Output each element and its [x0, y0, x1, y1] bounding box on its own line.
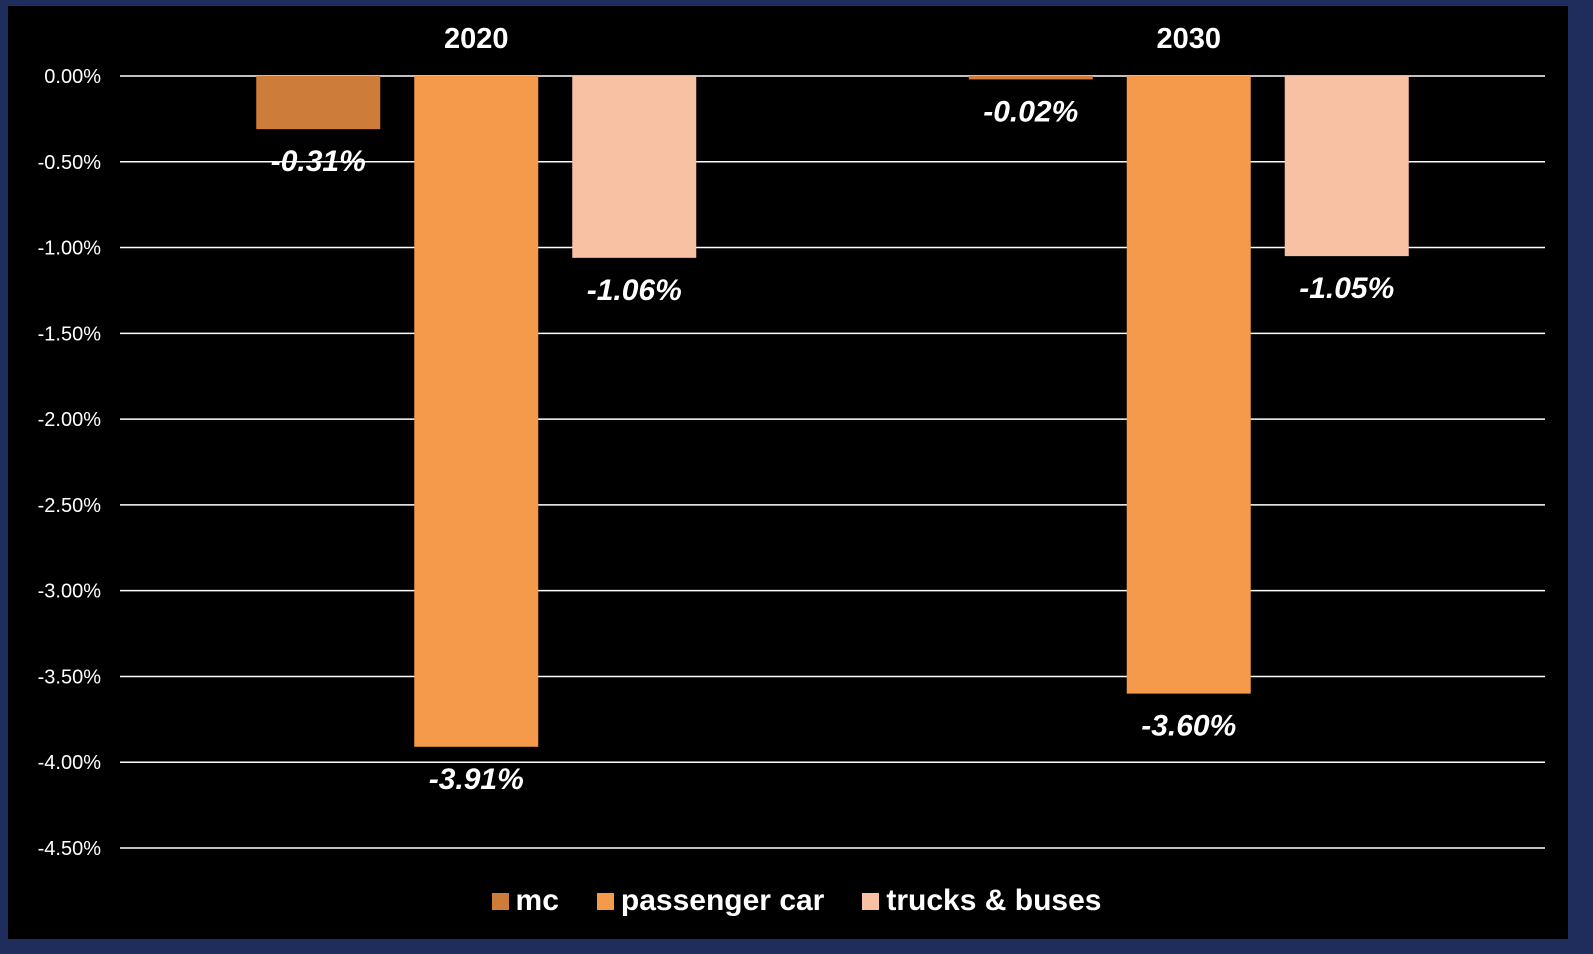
data-labels: -0.31% -3.91% -1.06% -0.02% -3.60% -1.05% [271, 95, 1395, 795]
bars [256, 76, 1409, 747]
legend-label: mc [515, 884, 559, 917]
y-tick-label: -4.50% [38, 838, 102, 860]
bar-mc-2020 [256, 76, 381, 130]
legend-item: trucks & buses [862, 884, 1101, 918]
gridlines [120, 75, 1545, 849]
y-tick-label: -2.00% [38, 409, 102, 431]
data-label: -1.05% [1299, 272, 1394, 305]
y-axis-ticks: 0.00% -0.50% -1.00% -1.50% -2.00% -2.50% -3.00… [38, 66, 102, 860]
legend-item: mc [491, 884, 559, 918]
legend-swatch [491, 892, 509, 910]
category-label: 2030 [1156, 23, 1221, 55]
y-tick-label: 0.00% [44, 66, 101, 88]
data-label: -1.06% [587, 274, 682, 307]
bar-trucks-buses-2030 [1284, 76, 1409, 257]
data-label: -3.91% [429, 763, 524, 796]
category-label: 2020 [444, 23, 509, 55]
legend: mc passenger car trucks & buses [0, 884, 1593, 918]
y-tick-label: -0.50% [38, 152, 102, 174]
legend-label: trucks & buses [886, 884, 1102, 917]
y-tick-label: -3.50% [38, 666, 102, 688]
bar-passenger-car-2020 [414, 76, 539, 747]
y-tick-label: -2.50% [38, 495, 102, 517]
bar-trucks-buses-2020 [572, 76, 697, 258]
legend-swatch [596, 892, 614, 910]
bar-passenger-car-2030 [1126, 76, 1251, 694]
data-label: -0.31% [271, 145, 366, 178]
legend-swatch [862, 892, 880, 910]
legend-item: passenger car [596, 884, 825, 918]
legend-label: passenger car [620, 884, 825, 917]
y-tick-label: -3.00% [38, 581, 102, 603]
y-tick-label: -1.00% [38, 238, 102, 260]
y-tick-label: -1.50% [38, 323, 102, 345]
y-tick-label: -4.00% [38, 752, 102, 774]
data-label: -0.02% [983, 95, 1078, 128]
data-label: -3.60% [1141, 710, 1236, 743]
bar-mc-2030 [968, 76, 1093, 80]
category-labels: 2020 2030 [444, 23, 1221, 55]
